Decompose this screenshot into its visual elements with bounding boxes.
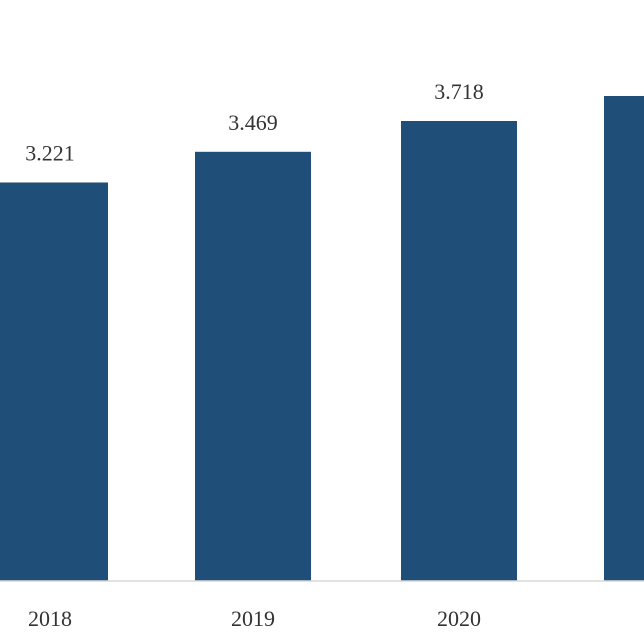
bar-2020 <box>401 120 517 582</box>
data-label-2020: 3.718 <box>434 79 484 104</box>
data-label-2018: 3.221 <box>25 140 75 165</box>
x-tick-label-2020: 2020 <box>437 606 481 631</box>
bars-group <box>0 96 644 582</box>
bar-2019 <box>195 151 311 581</box>
x-tick-labels-group: 2018201920202 <box>28 606 481 631</box>
bar-2018 <box>0 182 108 582</box>
bar-2 <box>604 96 644 581</box>
data-label-2019: 3.469 <box>228 110 278 135</box>
x-tick-label-2018: 2018 <box>28 606 72 631</box>
x-tick-label-2019: 2019 <box>231 606 275 631</box>
